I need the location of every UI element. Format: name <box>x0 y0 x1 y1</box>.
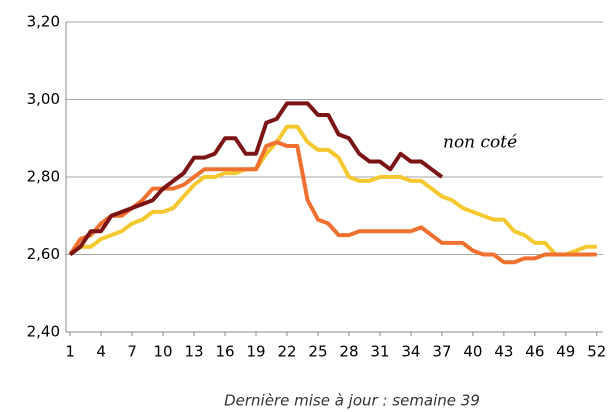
y-tick-label: 3,20 <box>27 13 60 31</box>
x-tick-label: 40 <box>463 343 482 361</box>
x-tick-label: 7 <box>127 343 137 361</box>
x-tick-label: 1 <box>65 343 75 361</box>
series-line <box>68 101 444 257</box>
x-tick-label: 4 <box>96 343 106 361</box>
x-tick-label: 13 <box>185 343 204 361</box>
x-tick-label: 25 <box>308 343 327 361</box>
x-tick-label: 46 <box>525 343 544 361</box>
y-tick-label: 2,60 <box>27 245 60 263</box>
y-tick-label: 2,40 <box>27 323 60 341</box>
x-tick-label: 49 <box>556 343 575 361</box>
x-tick-label: 52 <box>587 343 606 361</box>
series-line <box>68 124 597 257</box>
x-tick-label: 10 <box>154 343 173 361</box>
x-tick-label: 31 <box>370 343 389 361</box>
series-line <box>68 140 597 265</box>
footer: Dernière mise à jour : semaine 39 <box>224 392 480 410</box>
x-tick-label: 16 <box>215 343 234 361</box>
y-tick-label: 2,80 <box>27 168 60 186</box>
x-tick-label: 34 <box>401 343 420 361</box>
x-tick-label: 43 <box>494 343 513 361</box>
x-tick-label: 28 <box>339 343 358 361</box>
x-tick-label: 19 <box>246 343 265 361</box>
x-tick-label: 37 <box>432 343 451 361</box>
annotation: non coté <box>443 133 517 153</box>
x-tick-label: 22 <box>277 343 296 361</box>
y-tick-label: 3,00 <box>27 90 60 108</box>
